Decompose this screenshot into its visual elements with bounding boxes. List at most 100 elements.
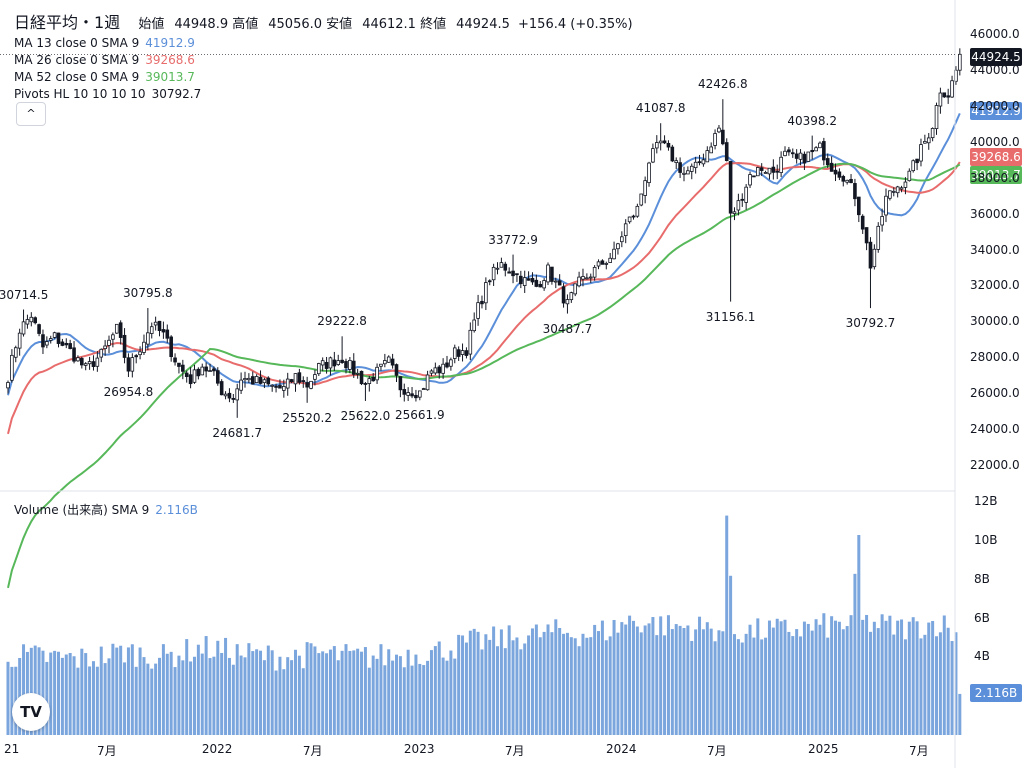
volume-bar (177, 655, 181, 735)
volume-bar (336, 660, 340, 735)
volume-bar (142, 657, 146, 735)
volume-bar (161, 644, 165, 735)
candle-body (134, 355, 139, 358)
volume-bar (468, 630, 472, 735)
candle-body (83, 363, 88, 366)
legend-volume[interactable]: Volume (出来高) SMA 9 2.116B (14, 501, 198, 518)
candle-body (701, 159, 706, 165)
volume-bar (72, 656, 76, 735)
candle-body (647, 162, 651, 184)
candle-body (196, 368, 201, 377)
volume-bar (663, 635, 667, 735)
volume-bar (787, 631, 791, 735)
volume-bar (76, 667, 80, 735)
legend-ma26[interactable]: MA 26 close 0 SMA 9 39268.6 (14, 53, 195, 67)
volume-bar (363, 647, 367, 735)
volume-bar (628, 615, 632, 735)
candle-body (756, 167, 760, 177)
volume-bar (270, 650, 274, 735)
volume-bar (472, 628, 476, 735)
candle-body (328, 357, 333, 369)
candle-body (60, 341, 65, 346)
candle-body (130, 357, 135, 372)
volume-bar (227, 657, 231, 735)
symbol-title[interactable]: 日経平均・1週 (14, 13, 121, 32)
volume-bar (45, 661, 49, 735)
tradingview-logo[interactable]: TV (12, 693, 50, 731)
candle-body (437, 366, 442, 374)
time-axis-tick: 2024 (605, 742, 637, 756)
volume-bar (6, 661, 10, 735)
candle-body (64, 342, 69, 346)
candle-body (309, 380, 313, 389)
candle-body (775, 170, 780, 173)
price-axis-tick: 40000.0 (970, 134, 1020, 149)
candle-body (449, 359, 453, 367)
volume-bar (581, 633, 585, 735)
legend-ma52[interactable]: MA 52 close 0 SMA 9 39013.7 (14, 70, 195, 84)
candle-body (596, 261, 601, 267)
candle-body (6, 382, 10, 389)
ma13-price-tag: 41912.9 (970, 102, 1022, 120)
candle-body (441, 363, 445, 374)
candle-body (732, 211, 737, 214)
volume-bar (449, 650, 453, 735)
volume-bar (325, 653, 329, 735)
volume-bar (767, 620, 771, 735)
candle-body (177, 362, 181, 367)
volume-bar (146, 663, 150, 735)
candle-body (367, 378, 372, 384)
volume-bar (57, 651, 61, 735)
candle-body (103, 345, 107, 349)
candle-body (181, 364, 185, 372)
legend-ma13[interactable]: MA 13 close 0 SMA 9 41912.9 (14, 36, 195, 50)
candle-body (837, 171, 842, 178)
candle-body (623, 223, 628, 236)
volume-bar (903, 639, 907, 735)
time-axis-tick: 2022 (201, 742, 233, 756)
volume-bar (616, 632, 620, 735)
candle-body (674, 160, 679, 163)
candle-body (301, 380, 306, 382)
title-row: 日経平均・1週 始値 44948.9 高値 45056.0 安値 44612.1 終値… (14, 9, 633, 33)
candle-body (429, 370, 434, 374)
candle-body (522, 277, 527, 286)
volume-bar (876, 628, 880, 735)
volume-bar (900, 619, 904, 735)
candle-body (553, 280, 558, 283)
legend-pivots[interactable]: Pivots HL 10 10 10 10 30792.7 (14, 87, 201, 101)
volume-bar (503, 648, 507, 735)
candle-body (748, 174, 752, 186)
price-axis-tick: 46000.0 (970, 27, 1020, 41)
candle-body (689, 165, 694, 172)
volume-bar (10, 666, 14, 735)
volume-bar (744, 633, 748, 735)
candle-body (95, 357, 100, 367)
candle-body (266, 377, 271, 385)
time-axis-tick: 7月 (302, 744, 323, 758)
candle-body (10, 354, 14, 381)
volume-bar (927, 622, 931, 735)
price-axis-tick: 28000.0 (970, 350, 1020, 365)
volume-bar (814, 619, 818, 735)
volume-bar (297, 655, 301, 735)
volume-bar (356, 648, 360, 735)
volume-bar (352, 650, 356, 735)
candle-body (958, 53, 962, 71)
volume-bar (732, 634, 736, 735)
volume-bar (64, 654, 68, 735)
last-price-tag: 44924.5 (970, 48, 1022, 66)
candle-body (258, 376, 263, 384)
candle-body (569, 292, 574, 301)
volume-bar (274, 670, 278, 735)
collapse-legend-button[interactable]: ^ (16, 102, 46, 126)
volume-bar (375, 658, 379, 735)
volume-bar (892, 634, 896, 735)
legend-ma13-label: MA 13 close 0 SMA 9 (14, 36, 140, 50)
volume-bar (705, 622, 709, 735)
volume-bar (290, 660, 294, 735)
volume-bar (360, 651, 364, 735)
candle-body (740, 198, 745, 201)
volume-bar (130, 644, 134, 735)
